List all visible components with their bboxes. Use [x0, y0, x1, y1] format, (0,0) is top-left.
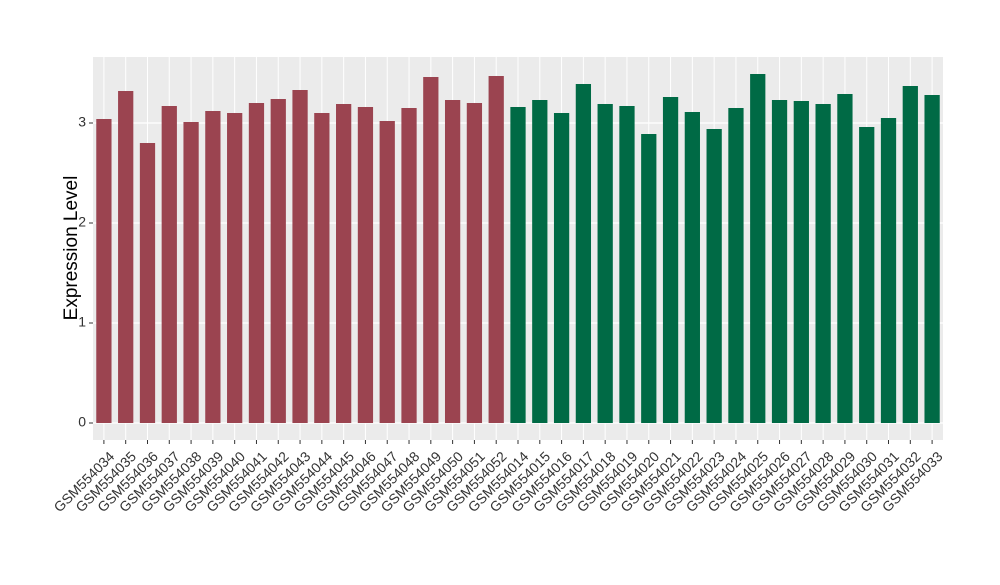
bar	[183, 122, 199, 423]
bar	[728, 108, 744, 423]
bar	[379, 121, 395, 423]
bar	[401, 108, 417, 423]
bar	[270, 99, 286, 423]
bar	[619, 106, 635, 423]
bar	[532, 100, 548, 423]
bar	[641, 134, 657, 423]
bar	[466, 103, 483, 423]
bar	[924, 95, 940, 423]
bar	[161, 106, 177, 423]
bar	[793, 101, 809, 423]
y-tick-label: 1	[78, 314, 86, 330]
bar	[750, 74, 766, 423]
bar	[248, 103, 265, 423]
bar	[553, 113, 570, 423]
bar	[837, 94, 853, 423]
y-tick-label: 3	[78, 114, 86, 130]
bar	[357, 107, 374, 423]
bar	[292, 90, 308, 423]
bar	[314, 113, 330, 423]
bar	[205, 111, 221, 423]
bar	[771, 100, 788, 423]
bar	[118, 91, 134, 423]
bar	[227, 113, 243, 423]
bar	[444, 100, 461, 423]
bar	[510, 107, 526, 423]
bar	[597, 104, 613, 423]
bar	[662, 97, 679, 423]
bar	[336, 104, 352, 423]
bar	[859, 127, 875, 423]
y-tick-label: 0	[78, 414, 86, 430]
bar	[880, 118, 897, 423]
bar	[96, 119, 112, 423]
bar	[139, 143, 156, 423]
bar	[706, 129, 722, 423]
bar	[575, 84, 592, 423]
bar	[684, 112, 700, 423]
bar	[815, 104, 831, 423]
y-axis-label: Expression Level	[61, 176, 82, 321]
y-tick-label: 2	[78, 214, 86, 230]
bar	[902, 86, 918, 423]
bar	[423, 77, 439, 423]
bar	[488, 76, 504, 423]
